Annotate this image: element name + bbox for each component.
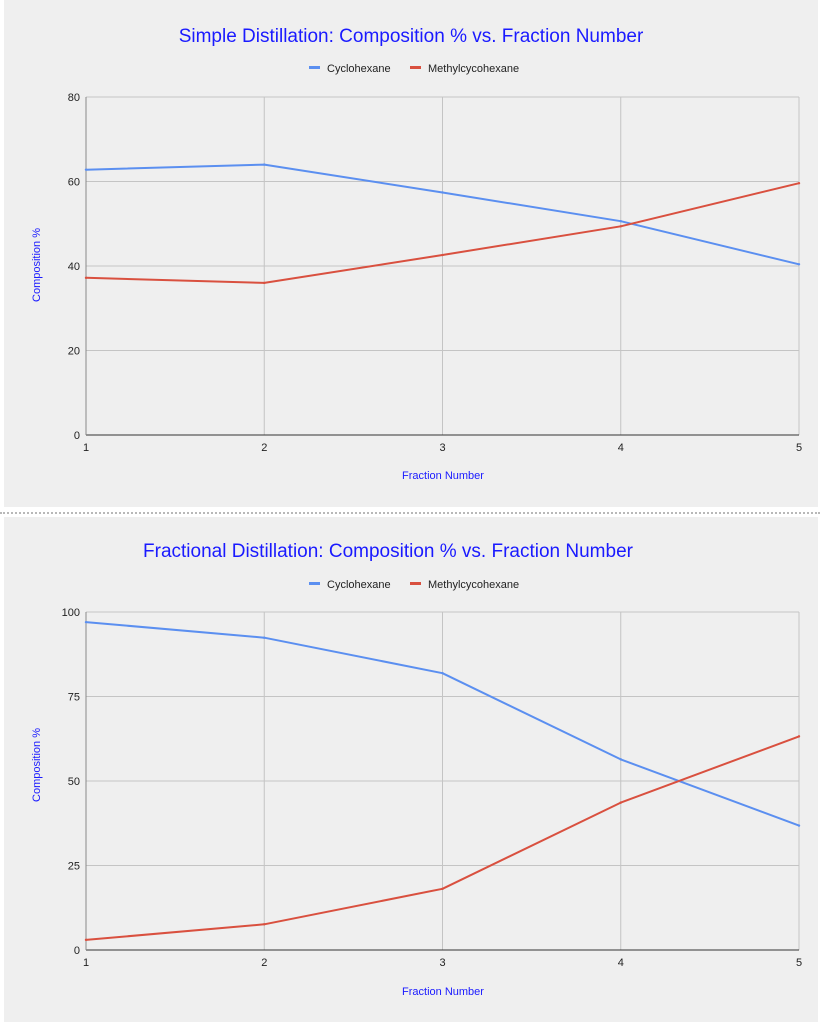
data-point-cyclohexane-4 [619,758,622,761]
data-point-methylcycohexane-1 [84,938,88,942]
plot-area: 0 25 50 75 100 1 2 3 4 5 [62,607,802,969]
y-tick-label-40: 40 [68,261,80,273]
legend-swatch-methylcycohexane [410,582,421,585]
chart-panel-simple-distillation: Simple Distillation: Composition % vs. F… [4,0,818,507]
data-point-methylcycohexane-5 [797,735,801,738]
y-tick-label-20: 20 [68,346,80,358]
legend: Cyclohexane Methylcycohexane [309,63,519,75]
y-axis-title: Composition % [31,728,43,802]
data-point-methylcycohexane-2 [263,923,266,926]
data-point-methylcycohexane-4 [619,801,622,804]
y-tick-label-100: 100 [62,607,80,619]
simple-distillation-chart: Simple Distillation: Composition % vs. F… [31,26,802,482]
x-axis-title: Fraction Number [402,470,484,482]
data-point-cyclohexane-1 [84,168,88,171]
data-point-methylcycohexane-1 [84,276,88,280]
x-tick-label-1: 1 [83,442,89,454]
chart-title: Fractional Distillation: Composition % v… [143,541,634,562]
y-tick-label-0: 0 [74,945,80,957]
data-point-cyclohexane-3 [441,191,444,194]
data-point-methylcycohexane-4 [619,225,622,228]
legend-label-cyclohexane: Cyclohexane [327,579,391,591]
x-axis-title: Fraction Number [402,986,484,998]
data-point-methylcycohexane-3 [441,887,444,891]
x-tick-label-4: 4 [618,442,624,454]
x-tick-label-3: 3 [439,442,445,454]
plot-area: 0 20 40 60 80 1 2 3 4 5 [68,92,802,454]
x-tick-label-1: 1 [83,957,89,969]
x-tick-label-2: 2 [261,957,267,969]
y-tick-label-80: 80 [68,92,80,104]
data-point-methylcycohexane-3 [441,253,444,257]
data-point-cyclohexane-3 [441,671,444,675]
y-tick-label-75: 75 [68,692,80,704]
panel-separator [0,512,820,514]
legend-label-methylcycohexane: Methylcycohexane [428,579,519,591]
y-tick-label-0: 0 [74,430,80,442]
data-point-cyclohexane-1 [84,620,88,624]
data-point-methylcycohexane-2 [263,281,266,285]
data-point-cyclohexane-5 [797,263,801,266]
legend-label-cyclohexane: Cyclohexane [327,63,391,75]
chart-title: Simple Distillation: Composition % vs. F… [179,26,644,47]
chart-panel-fractional-distillation: Fractional Distillation: Composition % v… [4,517,818,1022]
data-point-methylcycohexane-5 [797,181,801,185]
legend-swatch-cyclohexane [309,582,320,585]
legend-swatch-cyclohexane [309,66,320,69]
fractional-distillation-chart: Fractional Distillation: Composition % v… [31,541,802,998]
y-tick-label-50: 50 [68,776,80,788]
data-point-cyclohexane-4 [619,220,622,223]
x-tick-label-3: 3 [439,957,445,969]
y-axis-title: Composition % [31,228,43,302]
x-tick-label-2: 2 [261,442,267,454]
data-point-cyclohexane-2 [263,636,266,639]
x-tick-label-5: 5 [796,957,802,969]
x-tick-label-4: 4 [618,957,624,969]
data-point-cyclohexane-5 [797,824,801,827]
y-tick-label-25: 25 [68,861,80,873]
y-tick-label-60: 60 [68,177,80,189]
legend: Cyclohexane Methylcycohexane [309,579,519,591]
legend-swatch-methylcycohexane [410,66,421,69]
data-point-cyclohexane-2 [263,163,266,166]
legend-label-methylcycohexane: Methylcycohexane [428,63,519,75]
x-tick-label-5: 5 [796,442,802,454]
